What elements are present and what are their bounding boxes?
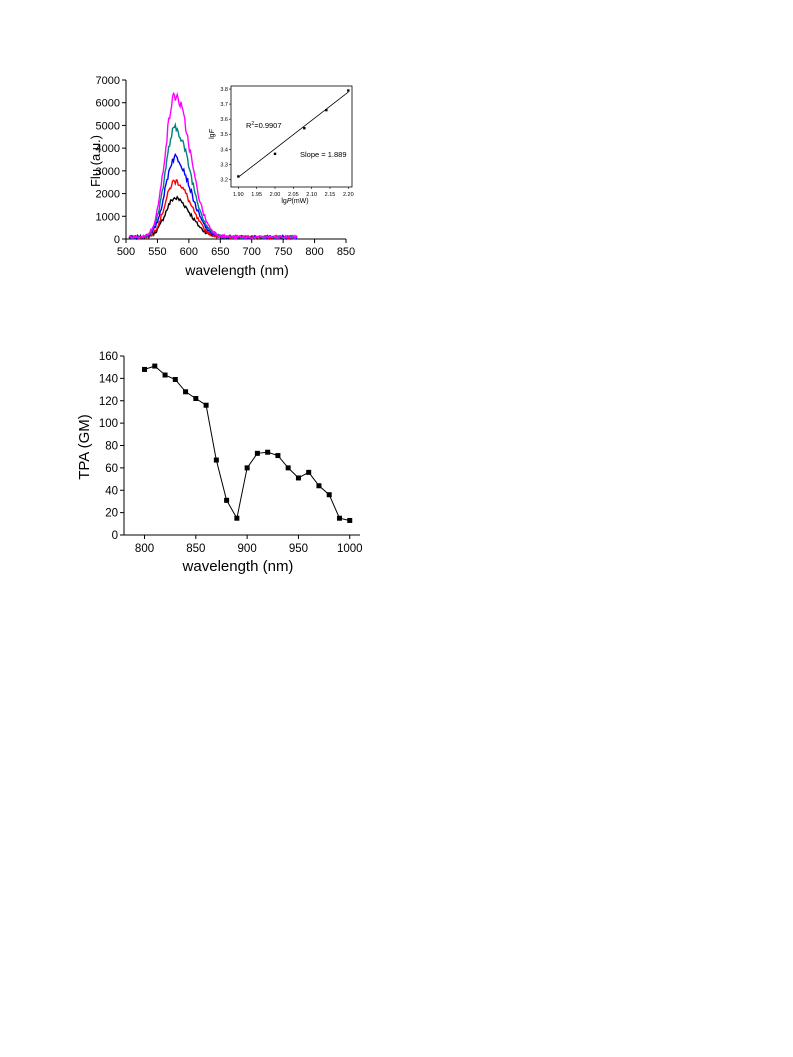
tpa-data-point: [244, 465, 250, 471]
y-tick-label: 6000: [96, 98, 120, 110]
y-tick-label: 100: [99, 418, 118, 430]
tpa-chart: 800 850 900 950 1000 0 20 40 60 80 100 120 140 160 w…: [76, 351, 363, 575]
inset-x-tick-label: 2.15: [325, 192, 336, 198]
fluorescence-y-label: Flu (a.u.): [88, 135, 103, 187]
spectrum-series-5: [128, 91, 298, 241]
x-tick-label: 800: [305, 246, 323, 258]
tpa-x-label: wavelength (nm): [182, 558, 294, 575]
tpa-line: [144, 365, 350, 521]
tpa-data-point: [336, 515, 342, 521]
spectrum-series-2: [128, 178, 298, 240]
y-tick-label: 60: [105, 463, 118, 475]
tpa-data-point: [326, 492, 332, 498]
inset-data-point: [237, 175, 240, 178]
tpa-data-point: [234, 515, 240, 521]
x-tick-label: 900: [238, 543, 257, 555]
inset-y-tick-label: 3.3: [220, 162, 228, 168]
tpa-series: [142, 363, 353, 523]
y-tick-label: 7000: [96, 75, 120, 87]
inset-slope-label: Slope = 1.889: [300, 150, 347, 159]
inset-y-tick-label: 3.4: [220, 147, 228, 153]
x-tick-label: 700: [243, 246, 261, 258]
tpa-data-point: [142, 366, 148, 372]
tpa-data-point: [275, 453, 281, 459]
inset-y-tick-label: 3.8: [220, 87, 228, 93]
x-tick-label: 950: [289, 543, 308, 555]
tpa-data-point: [265, 449, 271, 455]
inset-fit-line: [238, 91, 349, 178]
tpa-data-point: [224, 497, 230, 503]
x-tick-label: 800: [135, 543, 154, 555]
inset-y-label: lgF: [209, 128, 216, 138]
tpa-y-ticks: 0 20 40 60 80 100 120 140 160: [99, 351, 124, 542]
y-tick-label: 2000: [96, 189, 120, 201]
y-tick-label: 120: [99, 396, 118, 408]
inset-y-tick-label: 3.5: [220, 132, 228, 138]
tpa-data-point: [162, 372, 168, 378]
x-tick-label: 750: [274, 246, 292, 258]
tpa-data-point: [347, 517, 353, 523]
y-tick-label: 1000: [96, 211, 120, 223]
inset-y-tick-label: 3.7: [220, 102, 228, 108]
inset-y-tick-label: 3.6: [220, 117, 228, 123]
y-tick-label: 40: [105, 485, 118, 497]
x-tick-label: 850: [337, 246, 355, 258]
inset-x-tick-label: 2.05: [288, 192, 299, 198]
x-tick-label: 600: [180, 246, 198, 258]
inset-x-tick-label: 2.20: [343, 192, 354, 198]
y-tick-label: 80: [105, 441, 118, 453]
y-tick-label: 5000: [96, 120, 120, 132]
x-tick-label: 850: [186, 543, 205, 555]
tpa-x-ticks: 800 850 900 950 1000: [135, 535, 363, 555]
inset-chart: 1.90 1.95 2.00 2.05 2.10 2.15 2.20 3.23.33.43.…: [209, 85, 354, 205]
x-tick-label: 650: [211, 246, 229, 258]
inset-x-label: lgP(mW): [281, 198, 308, 205]
x-tick-label: 500: [117, 246, 135, 258]
inset-marks: [237, 89, 350, 178]
inset-r2-label: R2=0.9907: [246, 121, 282, 130]
inset-x-tick-label: 1.90: [233, 192, 244, 198]
y-tick-label: 160: [99, 351, 118, 363]
y-tick-label: 20: [105, 508, 118, 520]
inset-data-point: [303, 127, 306, 130]
fluorescence-x-ticks: 500 550 600 650 700 750 800 850: [117, 239, 355, 258]
tpa-data-point: [152, 363, 158, 369]
tpa-data-point: [193, 396, 199, 402]
tpa-data-point: [183, 389, 189, 395]
tpa-data-point: [203, 402, 209, 408]
tpa-data-point: [306, 469, 312, 475]
fluorescence-y-ticks: 0 1000 2000 3000 4000 5000 6000 7000: [96, 75, 126, 246]
inset-x-ticks: 1.90 1.95 2.00 2.05 2.10 2.15 2.20: [233, 187, 354, 198]
inset-data-point: [273, 152, 277, 156]
x-tick-label: 1000: [337, 543, 363, 555]
y-tick-label: 0: [114, 234, 120, 246]
tpa-axes: [123, 356, 360, 536]
tpa-data-point: [213, 457, 219, 463]
inset-data-point: [347, 89, 350, 92]
fluorescence-x-label: wavelength (nm): [184, 262, 289, 278]
tpa-y-label: TPA (GM): [76, 414, 93, 480]
y-tick-label: 3000: [96, 166, 120, 178]
tpa-data-point: [285, 465, 291, 471]
inset-x-tick-label: 2.10: [306, 192, 317, 198]
fluorescence-axes: [125, 80, 346, 240]
tpa-data-point: [316, 483, 322, 489]
inset-x-tick-label: 1.95: [251, 192, 262, 198]
inset-y-ticks: 3.2 3.3 3.4 3.5 3.6 3.7 3.8: [220, 87, 231, 183]
inset-y-tick-label: 3.2: [220, 177, 228, 183]
fluorescence-chart: 500 550 600 650 700 750 800 850 0 1000 2000 3000 40…: [88, 75, 355, 278]
y-tick-label: 140: [99, 373, 118, 385]
tpa-data-point: [172, 376, 178, 382]
inset-data-point: [325, 108, 328, 112]
x-tick-label: 550: [148, 246, 166, 258]
inset-x-tick-label: 2.00: [270, 192, 281, 198]
tpa-data-point: [254, 450, 260, 456]
y-tick-label: 4000: [96, 143, 120, 155]
tpa-data-point: [295, 475, 301, 481]
y-tick-label: 0: [112, 530, 118, 542]
fluorescence-series: [128, 91, 298, 241]
